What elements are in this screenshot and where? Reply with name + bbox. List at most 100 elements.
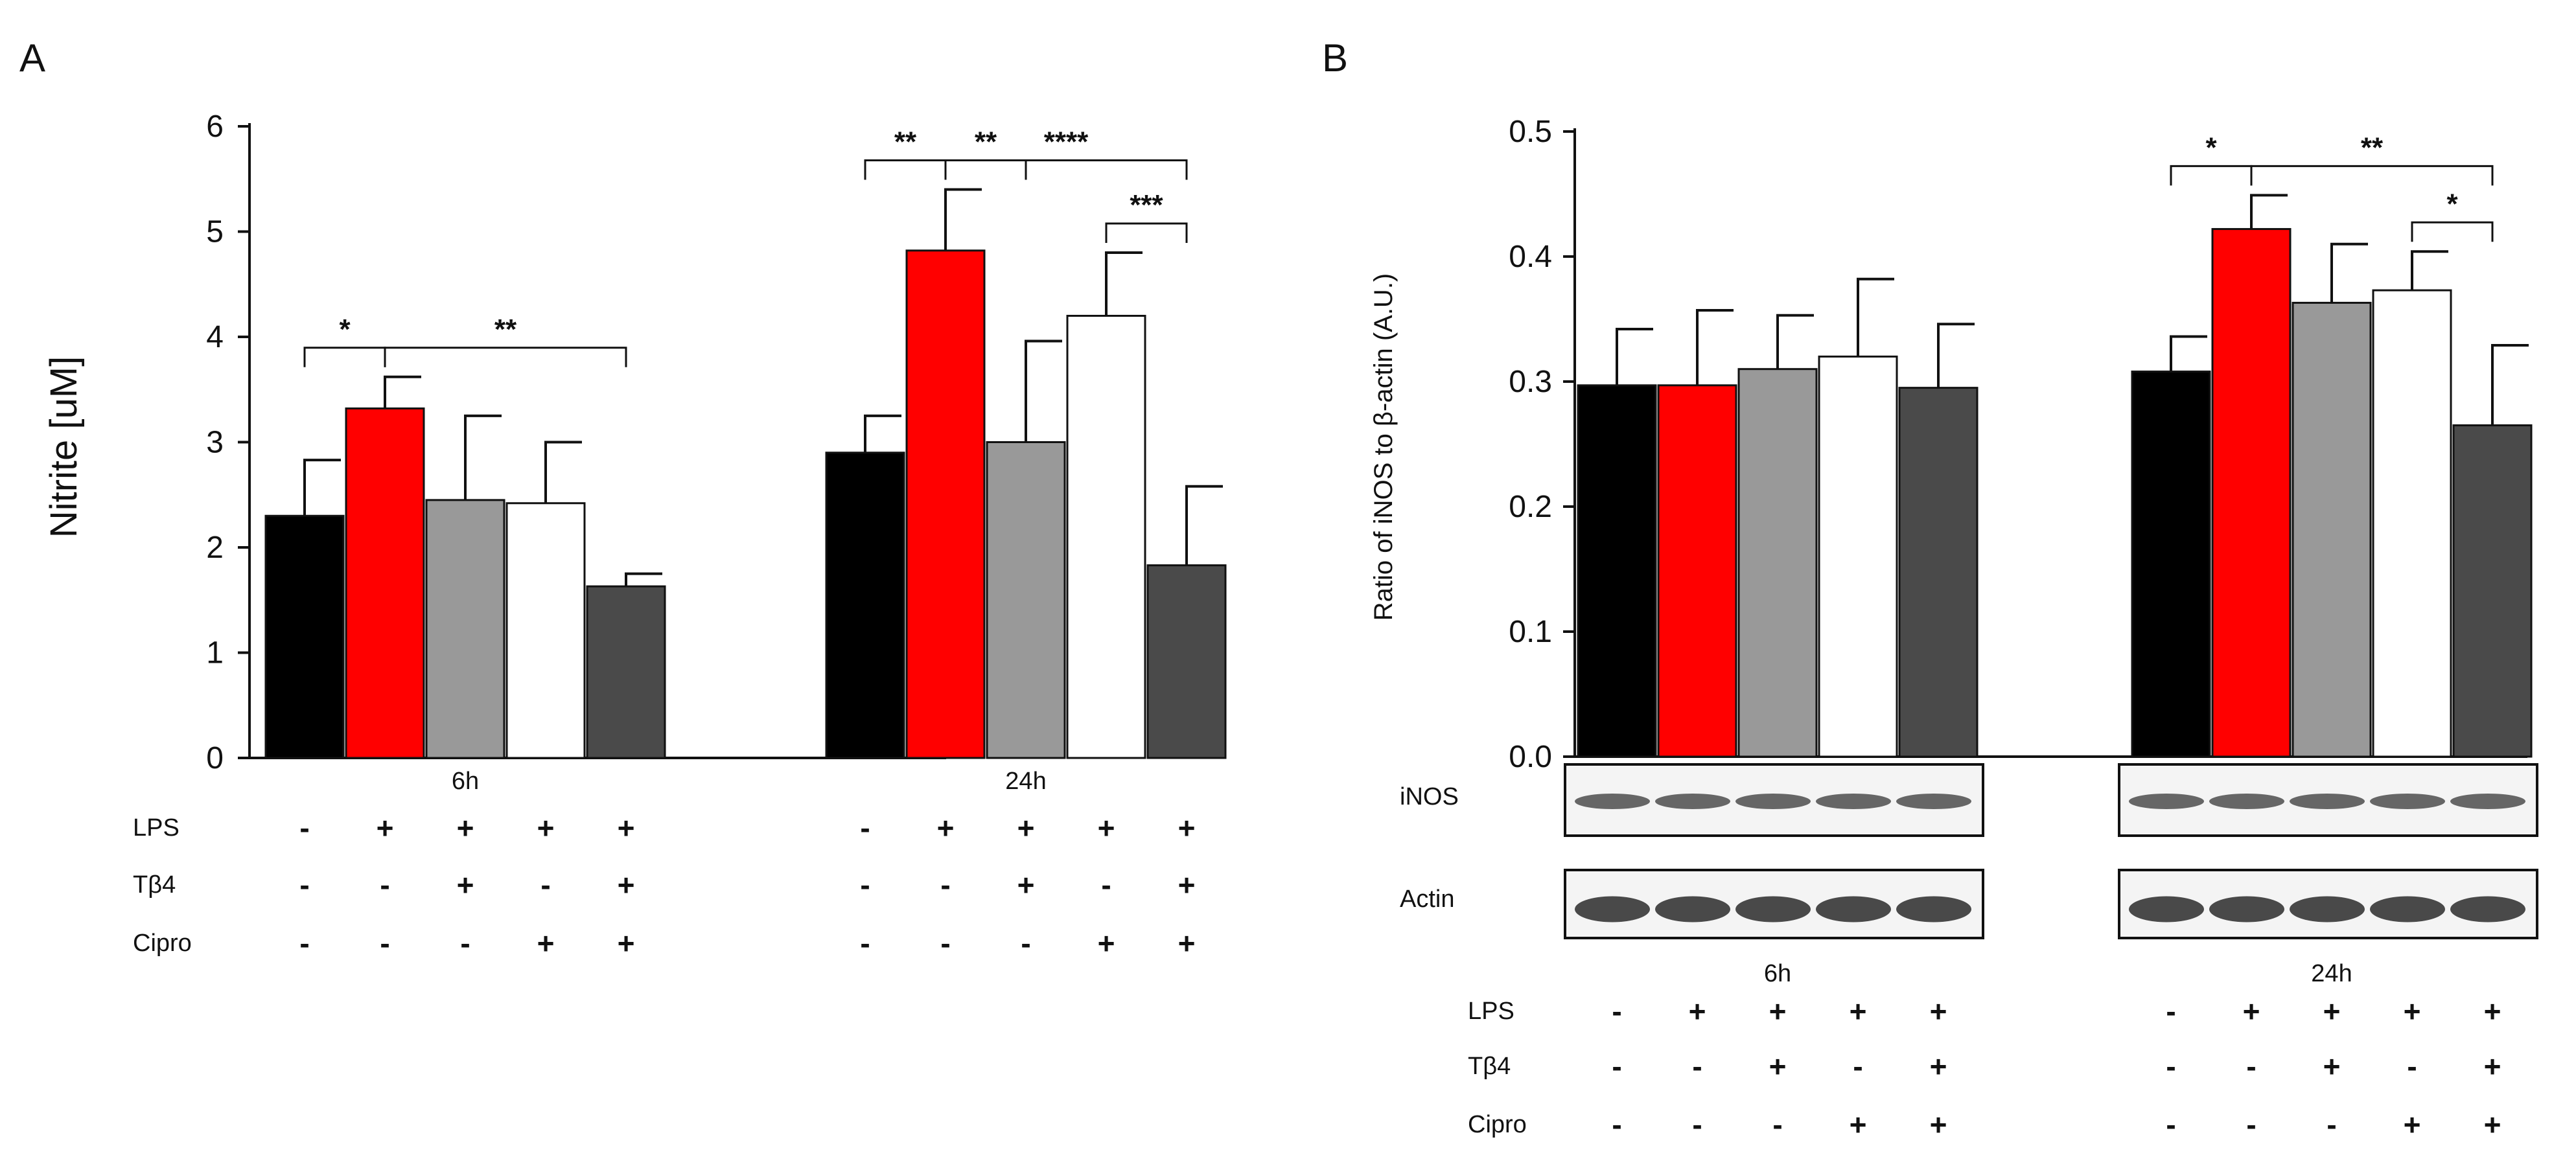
y-tick-label: 0.0 [1509, 740, 1552, 774]
treatment-sign: - [2246, 1049, 2256, 1083]
treatment-sign: + [1178, 926, 1196, 960]
treatment-sign: + [2323, 994, 2341, 1028]
bar [1898, 387, 1978, 758]
y-tick-label: 0.1 [1509, 615, 1552, 649]
group-label: 24h [1005, 768, 1046, 795]
treatment-sign: + [457, 868, 474, 902]
treatment-sign: - [2166, 1049, 2176, 1083]
y-tick-label: 2 [206, 531, 224, 565]
treatment-sign: + [1098, 811, 1115, 845]
treatment-sign: + [457, 811, 474, 845]
panel-a-y-axis-label: Nitrite [uM] [43, 356, 85, 538]
bar [1066, 315, 1146, 759]
blot-band [1735, 896, 1811, 922]
y-tick-label: 5 [206, 215, 224, 249]
treatment-sign: + [1850, 1108, 1867, 1141]
treatment-sign: - [940, 926, 950, 960]
significance-bracket [2170, 165, 2253, 186]
bar [2131, 371, 2211, 758]
bar [1146, 564, 1227, 759]
bar [1818, 355, 1898, 758]
treatment-row-label: Cipro [1468, 1111, 1527, 1138]
bar [1577, 384, 1657, 758]
treatment-sign: + [1769, 994, 1787, 1028]
treatment-sign: - [2166, 1108, 2176, 1141]
bar [825, 452, 905, 759]
treatment-sign: - [460, 926, 470, 960]
bar [1737, 368, 1818, 758]
blot-band [2209, 794, 2284, 809]
treatment-sign: - [1612, 994, 1621, 1028]
y-tick-label: 3 [206, 426, 224, 460]
treatment-sign: + [377, 811, 394, 845]
panel-b-significance: * *** [2170, 132, 2494, 242]
blot-band [2450, 896, 2525, 922]
blot-label-inos: iNOS [1400, 783, 1459, 810]
y-tick-label: 0.5 [1509, 115, 1552, 149]
treatment-sign: + [618, 868, 635, 902]
bar [586, 585, 666, 759]
treatment-sign: - [1853, 1049, 1862, 1083]
blot-band [1575, 794, 1650, 809]
treatment-row-label: Tβ4 [1468, 1053, 1511, 1080]
treatment-sign: + [2404, 1108, 2421, 1141]
treatment-sign: - [940, 868, 950, 902]
significance-marker: **** [1044, 126, 1089, 158]
treatment-sign: + [1098, 926, 1115, 960]
treatment-sign: - [1692, 1049, 1702, 1083]
bar [1657, 384, 1737, 758]
significance-bracket [303, 347, 386, 367]
panel-a-significance: * **** ** ******* [303, 126, 1188, 367]
treatment-sign: - [860, 868, 870, 902]
treatment-sign: + [2484, 1108, 2501, 1141]
bar [425, 499, 505, 759]
treatment-sign: + [2484, 994, 2501, 1028]
treatment-sign: + [1178, 811, 1196, 845]
significance-marker: ** [894, 126, 917, 158]
treatment-sign: + [937, 811, 955, 845]
treatment-sign: + [618, 926, 635, 960]
treatment-sign: + [1850, 994, 1867, 1028]
bar [264, 514, 345, 759]
treatment-sign: - [860, 926, 870, 960]
treatment-sign: + [1930, 994, 1947, 1028]
bar [905, 249, 986, 759]
y-tick-label: 1 [206, 636, 224, 670]
treatment-sign: - [380, 926, 389, 960]
blot-band [1575, 896, 1650, 922]
blot-band [1655, 896, 1730, 922]
treatment-sign: - [540, 868, 550, 902]
treatment-sign: + [618, 811, 635, 845]
treatment-sign: - [2407, 1049, 2417, 1083]
treatment-sign: - [1021, 926, 1030, 960]
treatment-sign: + [1017, 868, 1035, 902]
significance-bracket [944, 159, 1188, 180]
significance-bracket [2250, 165, 2494, 186]
significance-bracket [384, 347, 627, 367]
y-tick-label: 0.2 [1509, 490, 1552, 524]
y-tick-label: 0 [206, 741, 224, 775]
bar [2372, 289, 2452, 758]
y-tick-label: 4 [206, 320, 224, 354]
blot-band [1816, 794, 1891, 809]
blot-band [1896, 896, 1971, 922]
bar [505, 502, 586, 759]
blot-band [2290, 794, 2365, 809]
significance-bracket [1105, 222, 1188, 243]
blot-label-actin: Actin [1400, 886, 1454, 913]
treatment-row-label: Cipro [133, 930, 192, 957]
treatment-sign: - [299, 811, 309, 845]
panel-a-label: A [19, 36, 45, 80]
panel-a-treatment-table: LPS - + + + + - + + + + Tβ4 - - + - + - - + - + Cipro - - - + + - - - +… [133, 811, 1195, 960]
treatment-row-label: LPS [1468, 998, 1514, 1025]
treatment-sign: + [1178, 868, 1196, 902]
treatment-sign: + [2404, 994, 2421, 1028]
significance-bracket [864, 159, 947, 180]
treatment-sign: + [537, 811, 555, 845]
treatment-sign: - [299, 926, 309, 960]
panel-b-axes: 0.0 0.1 0.2 0.3 0.4 0.5 6h 24h [1509, 115, 2527, 987]
y-tick-label: 0.3 [1509, 365, 1552, 399]
group-label: 24h [2311, 960, 2352, 987]
significance-marker: ** [494, 314, 517, 345]
